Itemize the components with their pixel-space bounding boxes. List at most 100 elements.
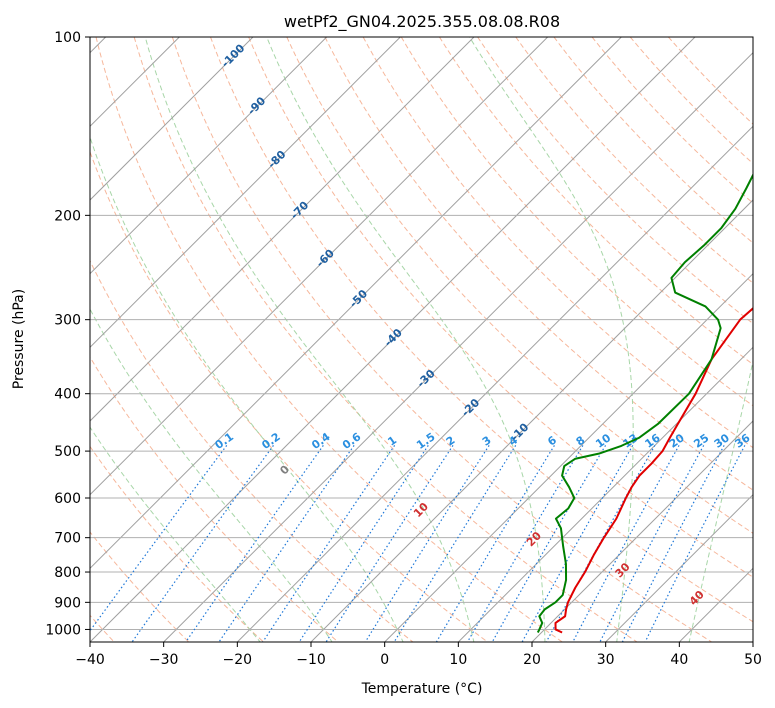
isotherm-line [605, 493, 753, 642]
moist-adiabat-label: 20 [524, 529, 544, 549]
y-tick-label: 200 [54, 208, 81, 224]
isotherm-line [752, 641, 753, 642]
x-tick-label: −40 [75, 652, 105, 668]
isotherm-line [310, 199, 753, 642]
dry-adiabat-line [400, 37, 753, 407]
isotherms [90, 37, 753, 642]
y-tick-label: 300 [54, 313, 81, 329]
isotherm-label: -20 [459, 396, 482, 419]
x-tick-label: 0 [380, 652, 389, 668]
mixing-ratio-line [621, 445, 725, 642]
moist-adiabat-line [266, 37, 546, 642]
isotherm-line [531, 420, 753, 642]
isotherm-label: -60 [314, 246, 337, 269]
moist-adiabat-line [688, 358, 753, 642]
isotherm-line [90, 37, 696, 642]
temperature-profile-line [554, 307, 753, 634]
mixing-ratio-label: 2 [444, 434, 458, 449]
sounding-profiles [536, 172, 753, 634]
dry-adiabat-line [629, 37, 753, 165]
mixing-ratio-label: 10 [593, 431, 613, 451]
x-tick-label: −30 [149, 652, 179, 668]
isotherm-label: -40 [382, 326, 405, 349]
dry-adiabat-line [90, 445, 264, 642]
isotherm-line [90, 37, 622, 570]
mixing-ratio-line [185, 445, 324, 642]
dry-adiabat-line [286, 37, 753, 534]
x-tick-label: 30 [597, 652, 615, 668]
y-tick-label: 600 [54, 491, 81, 507]
mixing-ratio-label: 0.2 [259, 430, 282, 452]
y-axis-ticks: 100 200 300 400 500 600 700 800 900 1000 [45, 30, 90, 638]
y-tick-label: 700 [54, 531, 81, 547]
reference-line-labels: 0.1 0.2 0.4 0.6 1 1.5 2 3 4 6 8 10 13 16 20 25 30 36-100-… [213, 41, 753, 608]
isotherm-label: -90 [245, 94, 268, 117]
x-tick-label: 50 [744, 652, 762, 668]
mixing-ratio-line [298, 445, 429, 642]
x-tick-label: 10 [449, 652, 467, 668]
moist-adiabat-label: 30 [613, 560, 633, 580]
mixing-ratio-label: 0.1 [213, 430, 236, 452]
mixing-ratio-line [364, 445, 490, 642]
mixing-ratio-line [491, 445, 607, 642]
y-tick-label: 900 [54, 595, 81, 611]
mixing-ratio-lines [90, 445, 746, 642]
mixing-ratio-line [90, 445, 228, 632]
dry-adiabat-line [90, 356, 339, 642]
mixing-ratio-line [521, 445, 634, 642]
mixing-ratio-label: 1 [385, 434, 399, 449]
isotherm-line [457, 346, 753, 642]
dewpoint-profile-line [536, 172, 753, 633]
plot-area: 0.1 0.2 0.4 0.6 1 1.5 2 3 4 6 8 10 13 16 20 25 30 36-100-… [90, 37, 753, 642]
x-axis-label: Temperature (°C) [361, 681, 483, 697]
isotherm-label: -50 [347, 287, 370, 310]
isotherm-label: -100 [219, 41, 248, 70]
moist-adiabat-line [90, 135, 404, 642]
moist-adiabat-line [469, 37, 634, 642]
y-tick-label: 1000 [45, 622, 81, 638]
mixing-ratio-line [644, 445, 746, 642]
moist-adiabat-label: 10 [411, 500, 431, 520]
isotherm-line [90, 37, 549, 496]
dry-adiabat-line [553, 37, 753, 244]
dry-adiabat-line [90, 150, 488, 642]
dry-adiabat-line [324, 37, 753, 491]
plot-frame [89, 36, 754, 643]
x-tick-label: −20 [223, 652, 253, 668]
mixing-ratio-label: 30 [712, 431, 732, 451]
dry-adiabat-line [90, 259, 414, 642]
dry-adiabats [90, 37, 753, 642]
mixing-ratio-label: 36 [733, 431, 753, 451]
mixing-ratio-line [393, 445, 517, 642]
isotherm-line [384, 272, 753, 642]
dry-adiabat-line [439, 37, 753, 366]
moist-adiabat-line [144, 37, 475, 642]
y-tick-label: 400 [54, 387, 81, 403]
mixing-ratio-line [325, 445, 454, 642]
mixing-ratio-label: 0.6 [340, 430, 364, 452]
mixing-ratio-line [262, 445, 396, 642]
moist-adiabat-line [90, 308, 333, 642]
x-tick-label: −10 [296, 652, 326, 668]
isotherm-label: -30 [414, 367, 437, 390]
x-tick-label: 40 [670, 652, 688, 668]
dry-adiabat-line [515, 37, 753, 284]
x-tick-label: 20 [523, 652, 541, 668]
y-tick-label: 500 [54, 444, 81, 460]
moist-adiabat-line [90, 426, 261, 642]
dry-adiabat-line [210, 37, 753, 623]
mixing-ratio-line [599, 445, 705, 642]
mixing-ratio-label: 3 [480, 434, 494, 449]
y-tick-label: 800 [54, 565, 81, 581]
isotherm-line [90, 37, 401, 349]
isotherm-line [90, 37, 328, 275]
isotherm-label: -80 [265, 148, 288, 171]
isotherm-line [236, 125, 753, 642]
dry-adiabat-line [171, 37, 712, 642]
dry-adiabat-line [133, 37, 638, 642]
dry-adiabat-line [248, 37, 753, 578]
chart-title: wetPf2_GN04.2025.355.08.08.R08 [284, 12, 560, 32]
mixing-ratio-label: 25 [691, 431, 711, 450]
dry-adiabat-line [95, 37, 563, 642]
